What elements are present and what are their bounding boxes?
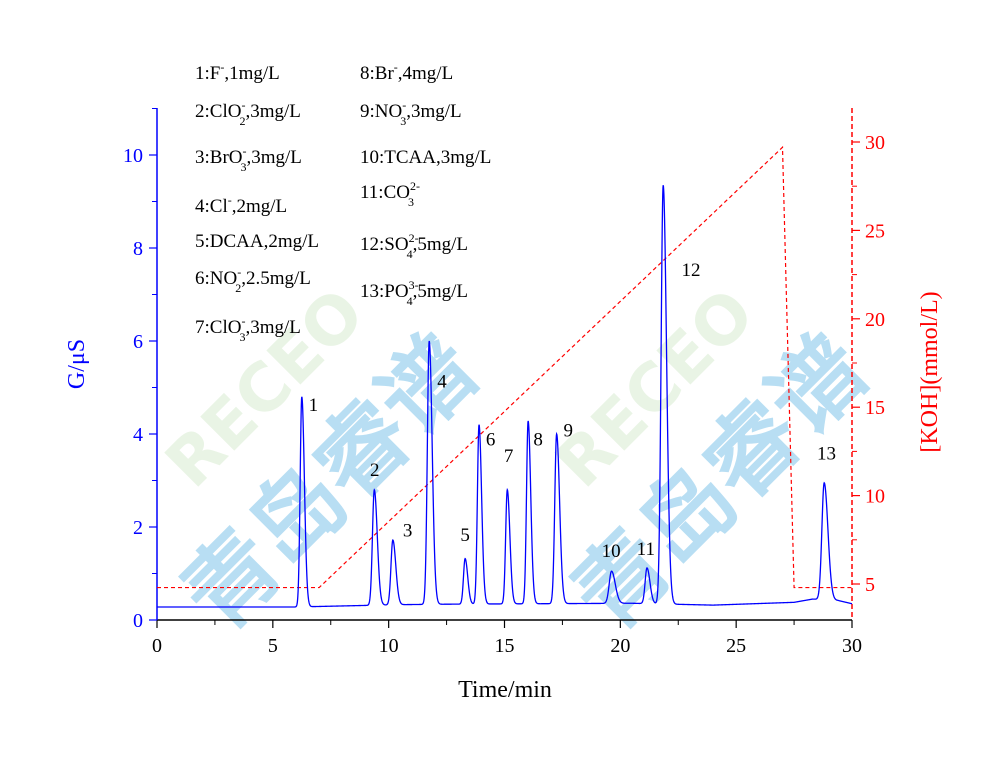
peak-label-4: 4 <box>437 372 447 393</box>
y2-tick-label: 5 <box>865 574 875 596</box>
legend-item-11: 11:CO2-3 <box>360 179 420 209</box>
peak-label-12: 12 <box>681 260 700 281</box>
legend-item-6: 6:NO-2,2.5mg/L <box>195 265 311 295</box>
koh-gradient-line <box>157 145 852 589</box>
y2-tick-label: 25 <box>865 220 885 242</box>
peak-label-11: 11 <box>637 539 655 560</box>
legend-item-1: 1:F-,1mg/L <box>195 60 280 84</box>
peak-label-6: 6 <box>486 430 496 451</box>
legend-item-9: 9:NO-3,3mg/L <box>360 98 462 128</box>
x-tick-label: 0 <box>152 635 162 657</box>
peak-label-1: 1 <box>309 395 319 416</box>
y2-tick-label: 15 <box>865 397 885 419</box>
x-tick-label: 30 <box>842 635 862 657</box>
y-tick-label: 10 <box>123 145 143 167</box>
peak-label-5: 5 <box>460 525 470 546</box>
legend-item-5: 5:DCAA,2mg/L <box>195 231 319 252</box>
y2-axis-title: [KOH](mmol/L) <box>917 291 943 452</box>
y-tick-label: 4 <box>133 424 143 446</box>
legend-item-13: 13:PO3-4,5mg/L <box>360 278 468 308</box>
y2-tick-label: 30 <box>865 132 885 154</box>
legend-item-7: 7:ClO-3,3mg/L <box>195 314 301 344</box>
x-axis-title: Time/min <box>458 677 552 703</box>
x-ticks-group: 0 5 10 15 20 25 30 <box>152 620 862 657</box>
x-tick-label: 15 <box>495 635 515 657</box>
peak-label-9: 9 <box>563 420 573 441</box>
x-tick-label: 20 <box>610 635 630 657</box>
y-axis-title: G/μS <box>64 339 90 389</box>
legend-item-4: 4:Cl-,2mg/L <box>195 193 287 217</box>
x-tick-label: 10 <box>379 635 399 657</box>
y2-tick-label: 10 <box>865 486 885 508</box>
peak-label-8: 8 <box>533 430 543 451</box>
peak-label-2: 2 <box>370 460 380 481</box>
peak-label-10: 10 <box>602 541 621 562</box>
y-tick-label: 2 <box>133 517 143 539</box>
legend-item-8: 8:Br-,4mg/L <box>360 60 453 84</box>
y-ticks-group: 0 2 4 6 8 10 <box>123 108 157 632</box>
legend-item-12: 12:SO2-4,5mg/L <box>360 231 468 261</box>
peak-label-3: 3 <box>403 520 413 541</box>
legend: 1:F-,1mg/L 2:ClO-2,3mg/L 3:BrO-3,3mg/L 4:Cl… <box>195 60 491 344</box>
y2-ticks-group: 5 10 15 20 25 30 <box>852 132 885 596</box>
legend-item-2: 2:ClO-2,3mg/L <box>195 98 301 128</box>
y-tick-label: 8 <box>133 238 143 260</box>
x-tick-label: 5 <box>268 635 278 657</box>
x-tick-label: 25 <box>726 635 746 657</box>
y2-tick-label: 20 <box>865 309 885 331</box>
conductivity-trace <box>157 185 853 608</box>
peak-label-7: 7 <box>504 446 514 467</box>
legend-item-10: 10:TCAA,3mg/L <box>360 147 491 168</box>
peak-label-13: 13 <box>817 444 836 465</box>
y-tick-label: 6 <box>133 331 143 353</box>
y-tick-label: 0 <box>133 610 143 632</box>
legend-item-3: 3:BrO-3,3mg/L <box>195 144 302 174</box>
